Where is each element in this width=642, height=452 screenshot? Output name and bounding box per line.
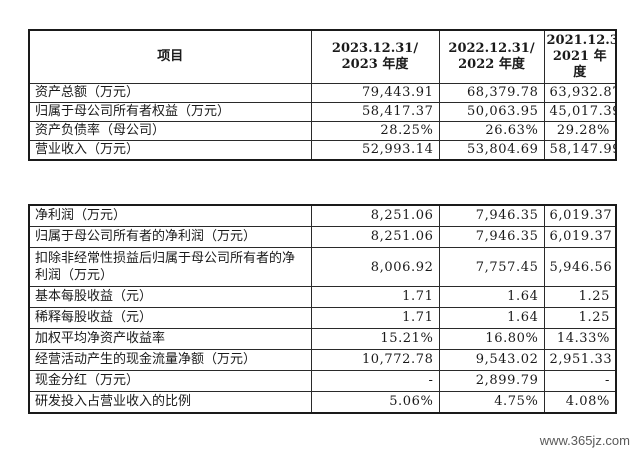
cell-2022: 26.63% <box>438 121 545 141</box>
cell-2023: 1.71 <box>310 286 440 308</box>
cell-2022: 53,804.69 <box>438 140 545 161</box>
cell-2021: 4.08% <box>543 391 617 414</box>
table-row: 现金分红（万元） - 2,899.79 - <box>28 370 617 392</box>
table-row: 归属于母公司所有者的净利润（万元） 8,251.06 7,946.35 6,01… <box>28 226 617 248</box>
cell-2023: 28.25% <box>310 121 440 141</box>
financial-summary-table: 项目 2023.12.31/ 2023 年度 2022.12.31/ 2022 … <box>28 29 617 161</box>
table-row: 扣除非经常性损益后归属于母公司所有者的净利润（万元） 8,006.92 7,75… <box>28 247 617 287</box>
cell-2023: - <box>310 370 440 392</box>
cell-2022: 50,063.95 <box>438 102 545 122</box>
cell-2022: 9,543.02 <box>438 349 545 371</box>
cell-2023: 5.06% <box>310 391 440 414</box>
row-label: 基本每股收益（元） <box>28 286 312 308</box>
row-label: 研发投入占营业收入的比例 <box>28 391 312 414</box>
cell-2021: 29.28% <box>543 121 617 141</box>
row-label: 营业收入（万元） <box>28 140 312 161</box>
cell-2021: 45,017.39 <box>543 102 617 122</box>
cell-2021: 5,946.56 <box>543 247 617 287</box>
table-row: 经营活动产生的现金流量净额（万元） 10,772.78 9,543.02 2,9… <box>28 349 617 371</box>
header-2021: 2021.12.31/ 2021 年度 <box>543 29 617 84</box>
cell-2021: 1.25 <box>543 286 617 308</box>
cell-2023: 8,251.06 <box>310 204 440 227</box>
row-label: 净利润（万元） <box>28 204 312 227</box>
cell-2023: 8,251.06 <box>310 226 440 248</box>
cell-2021: 58,147.99 <box>543 140 617 161</box>
cell-2022: 7,946.35 <box>438 226 545 248</box>
profitability-table: 净利润（万元） 8,251.06 7,946.35 6,019.37 归属于母公… <box>28 204 617 414</box>
cell-2023: 58,417.37 <box>310 102 440 122</box>
table-row: 稀释每股收益（元） 1.71 1.64 1.25 <box>28 307 617 329</box>
table-header-row: 项目 2023.12.31/ 2023 年度 2022.12.31/ 2022 … <box>28 29 617 84</box>
cell-2021: 2,951.33 <box>543 349 617 371</box>
row-label: 稀释每股收益（元） <box>28 307 312 329</box>
cell-2021: 6,019.37 <box>543 204 617 227</box>
cell-2022: 1.64 <box>438 307 545 329</box>
cell-2022: 4.75% <box>438 391 545 414</box>
cell-2022: 16.80% <box>438 328 545 350</box>
cell-2022: 7,757.45 <box>438 247 545 287</box>
cell-2023: 52,993.14 <box>310 140 440 161</box>
table-row: 研发投入占营业收入的比例 5.06% 4.75% 4.08% <box>28 391 617 414</box>
cell-2023: 15.21% <box>310 328 440 350</box>
row-label: 归属于母公司所有者的净利润（万元） <box>28 226 312 248</box>
table-row: 资产负债率（母公司） 28.25% 26.63% 29.28% <box>28 121 617 141</box>
cell-2021: 63,932.87 <box>543 83 617 103</box>
table-row: 归属于母公司所有者权益（万元） 58,417.37 50,063.95 45,0… <box>28 102 617 122</box>
table-row: 净利润（万元） 8,251.06 7,946.35 6,019.37 <box>28 204 617 227</box>
header-2022: 2022.12.31/ 2022 年度 <box>438 29 545 84</box>
cell-2022: 7,946.35 <box>438 204 545 227</box>
table-row: 资产总额（万元） 79,443.91 68,379.78 63,932.87 <box>28 83 617 103</box>
cell-2021: 1.25 <box>543 307 617 329</box>
cell-2022: 68,379.78 <box>438 83 545 103</box>
cell-2023: 10,772.78 <box>310 349 440 371</box>
watermark: www.365jz.com <box>539 433 630 448</box>
cell-2023: 8,006.92 <box>310 247 440 287</box>
row-label: 资产负债率（母公司） <box>28 121 312 141</box>
row-label: 扣除非经常性损益后归属于母公司所有者的净利润（万元） <box>28 247 312 287</box>
row-label: 现金分红（万元） <box>28 370 312 392</box>
header-item: 项目 <box>28 29 312 84</box>
row-label: 加权平均净资产收益率 <box>28 328 312 350</box>
row-label: 归属于母公司所有者权益（万元） <box>28 102 312 122</box>
row-label: 经营活动产生的现金流量净额（万元） <box>28 349 312 371</box>
cell-2022: 1.64 <box>438 286 545 308</box>
cell-2023: 1.71 <box>310 307 440 329</box>
cell-2021: 6,019.37 <box>543 226 617 248</box>
header-2023: 2023.12.31/ 2023 年度 <box>310 29 440 84</box>
cell-2021: 14.33% <box>543 328 617 350</box>
cell-2022: 2,899.79 <box>438 370 545 392</box>
row-label: 资产总额（万元） <box>28 83 312 103</box>
cell-2021: - <box>543 370 617 392</box>
table-row: 加权平均净资产收益率 15.21% 16.80% 14.33% <box>28 328 617 350</box>
table-row: 营业收入（万元） 52,993.14 53,804.69 58,147.99 <box>28 140 617 161</box>
table-row: 基本每股收益（元） 1.71 1.64 1.25 <box>28 286 617 308</box>
cell-2023: 79,443.91 <box>310 83 440 103</box>
